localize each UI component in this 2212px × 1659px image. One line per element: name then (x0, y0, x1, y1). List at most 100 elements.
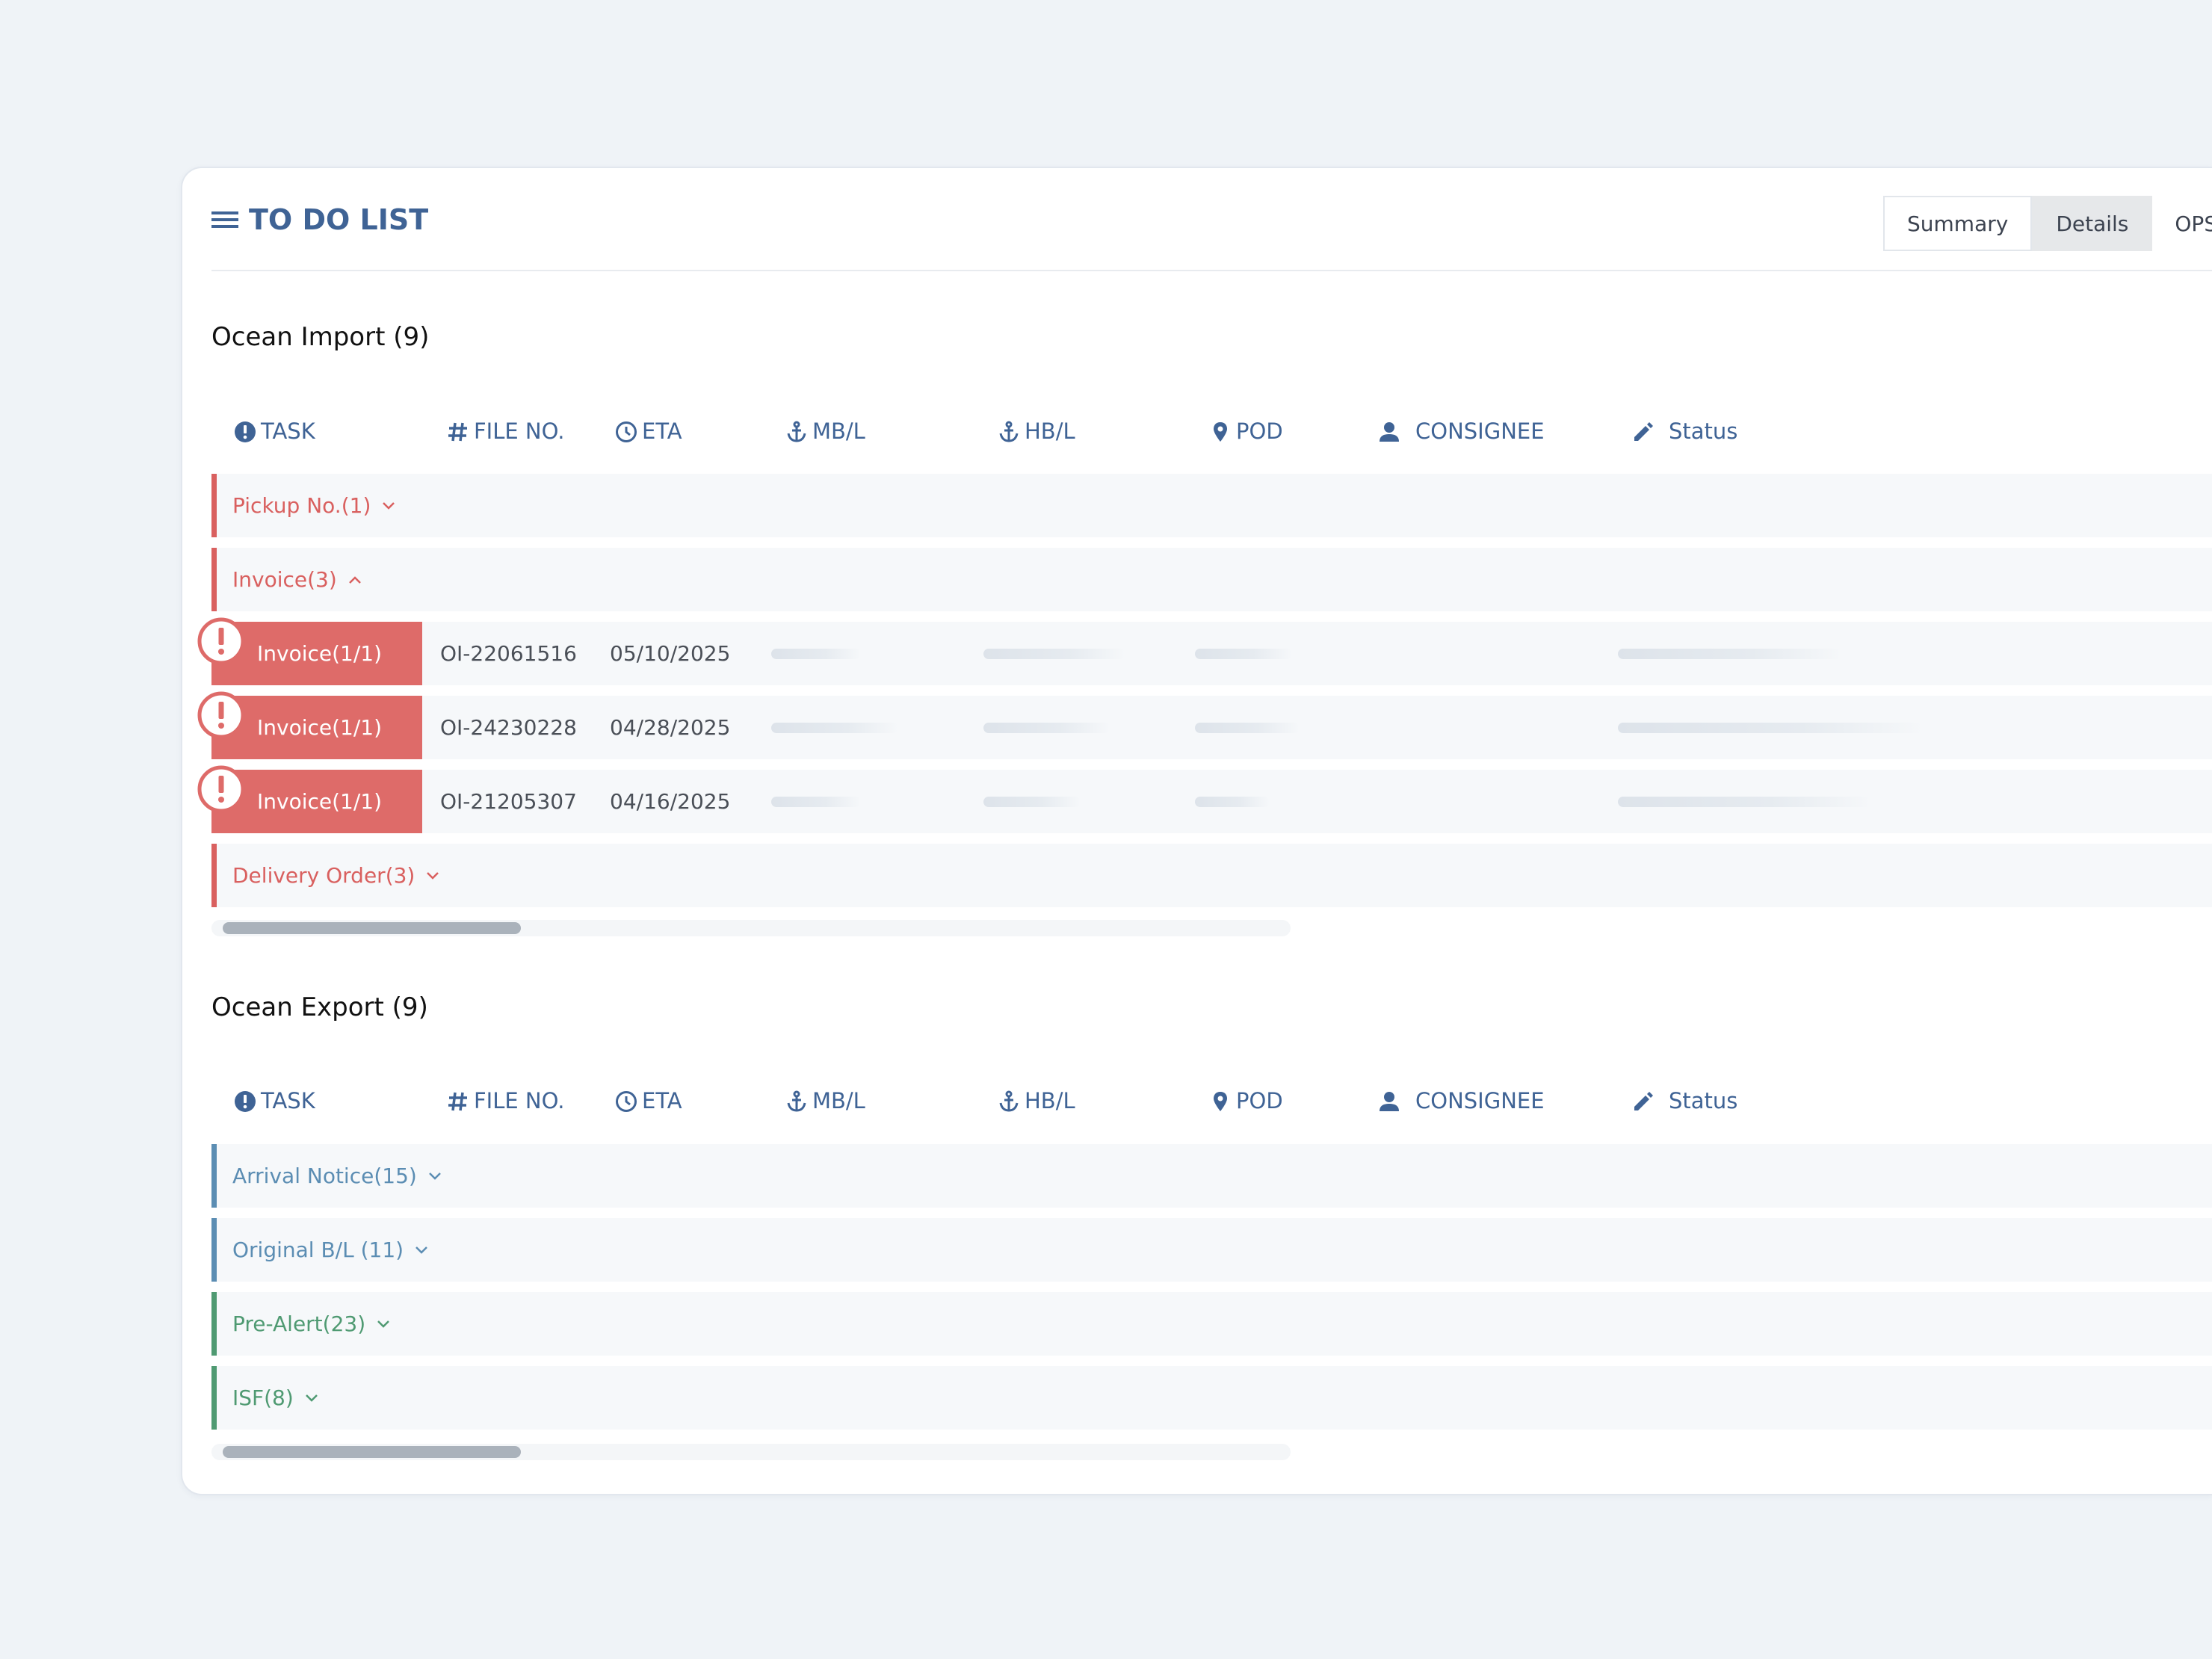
column-header: POD (1236, 418, 1283, 444)
eta: 05/10/2025 (610, 641, 731, 666)
group-label: Invoice(3) (232, 567, 337, 592)
group-toggle[interactable]: Pickup No.(1) (232, 474, 396, 537)
column-icon (448, 1092, 467, 1111)
task-cell: Invoice(1/1) (211, 696, 422, 759)
group-label: Arrival Notice(15) (232, 1164, 417, 1188)
group-toggle[interactable]: ISF(8) (232, 1366, 319, 1430)
group-label: Original B/L (11) (232, 1238, 404, 1262)
column-icon (999, 1090, 1019, 1112)
file-no: OI-22061516 (440, 641, 577, 666)
chevron-down (383, 501, 395, 510)
placeholder (771, 649, 861, 659)
column-icon (1380, 422, 1399, 442)
group-accent (211, 548, 217, 611)
file-no: OI-24230228 (440, 715, 577, 740)
placeholder (1618, 797, 1872, 807)
group-label: Pickup No.(1) (232, 493, 371, 518)
eta: 04/28/2025 (610, 715, 731, 740)
group-accent (211, 474, 217, 537)
group-accent (211, 1144, 217, 1208)
scrollbar-track (211, 920, 1291, 936)
column-icon (1214, 1092, 1227, 1111)
group-accent (211, 1292, 217, 1356)
column-header: Status (1669, 418, 1738, 444)
column-header: TASK (261, 1088, 315, 1113)
column-header: FILE NO. (474, 418, 565, 444)
group-row[interactable]: Arrival Notice(15) (211, 1144, 2212, 1208)
view-tabs: Summary Details OPS (1883, 196, 2212, 251)
group-accent (211, 844, 217, 907)
column-header: POD (1236, 1088, 1283, 1113)
column-header: ETA (642, 418, 682, 444)
file-no: OI-21205307 (440, 789, 577, 814)
placeholder (1195, 723, 1300, 733)
task-cell: Invoice(1/1) (211, 770, 422, 833)
column-header: HB/L (1025, 418, 1075, 444)
placeholder (771, 797, 861, 807)
column-icon (235, 1091, 256, 1112)
column-header: Status (1669, 1088, 1738, 1113)
group-toggle[interactable]: Delivery Order(3) (232, 844, 440, 907)
menu-icon[interactable] (211, 208, 238, 231)
column-icon (787, 1090, 806, 1112)
divider (211, 270, 2212, 271)
task-row[interactable]: Invoice(1/1) OI-21205307 04/16/2025 (211, 770, 2212, 833)
group-row[interactable]: Original B/L (11) (211, 1218, 2212, 1282)
tab[interactable]: OPS (2175, 211, 2212, 236)
group-toggle[interactable]: Pre-Alert(23) (232, 1292, 391, 1356)
chevron-up (348, 575, 361, 584)
group-row[interactable]: Delivery Order(3) (211, 844, 2212, 907)
column-header: MB/L (812, 1088, 865, 1113)
chevron-down (428, 1172, 441, 1180)
section-title: Ocean Import (9) (211, 322, 430, 352)
group-row[interactable]: ISF(8) (211, 1366, 2212, 1430)
alert-icon (197, 617, 245, 665)
group-toggle[interactable]: Original B/L (11) (232, 1218, 429, 1282)
card-title: TO DO LIST (249, 203, 429, 236)
task-row[interactable]: Invoice(1/1) OI-24230228 04/28/2025 (211, 696, 2212, 759)
placeholder (1618, 649, 1842, 659)
column-icon (1634, 1092, 1653, 1110)
alert-icon (197, 765, 245, 813)
scrollbar-track (211, 1444, 1291, 1460)
group-label: ISF(8) (232, 1385, 294, 1410)
column-header: FILE NO. (474, 1088, 565, 1113)
column-icon (235, 421, 256, 442)
group-row[interactable]: Pickup No.(1) (211, 474, 2212, 537)
group-accent (211, 1366, 217, 1430)
chevron-down (305, 1394, 318, 1402)
column-header: MB/L (812, 418, 865, 444)
group-toggle[interactable]: Invoice(3) (232, 548, 362, 611)
column-icon (1634, 422, 1653, 441)
placeholder (1195, 797, 1270, 807)
column-header: HB/L (1025, 1088, 1075, 1113)
group-toggle[interactable]: Arrival Notice(15) (232, 1144, 442, 1208)
group-row[interactable]: Invoice(3) (211, 548, 2212, 611)
section-title: Ocean Export (9) (211, 992, 428, 1022)
column-icon (999, 421, 1019, 442)
column-icon (1380, 1092, 1399, 1111)
group-label: Pre-Alert(23) (232, 1312, 366, 1336)
group-label: Delivery Order(3) (232, 863, 415, 888)
scrollbar-thumb[interactable] (223, 1446, 521, 1458)
column-header: CONSIGNEE (1415, 418, 1545, 444)
scrollbar-thumb[interactable] (223, 922, 521, 934)
task-cell: Invoice(1/1) (211, 622, 422, 685)
group-row[interactable]: Pre-Alert(23) (211, 1292, 2212, 1356)
column-icon (448, 422, 467, 442)
placeholder (983, 797, 1081, 807)
eta: 04/16/2025 (610, 789, 731, 814)
placeholder (983, 723, 1110, 733)
chevron-down (427, 871, 439, 880)
column-icon (787, 421, 806, 442)
tab[interactable]: Summary (1883, 196, 2033, 251)
task-row[interactable]: Invoice(1/1) OI-22061516 05/10/2025 (211, 622, 2212, 685)
column-header: CONSIGNEE (1415, 1088, 1545, 1113)
column-icon (1214, 422, 1227, 442)
chevron-down (377, 1320, 390, 1328)
column-icon (616, 1091, 637, 1112)
placeholder (983, 649, 1125, 659)
tab[interactable]: Details (2032, 196, 2153, 251)
placeholder (1618, 723, 1924, 733)
